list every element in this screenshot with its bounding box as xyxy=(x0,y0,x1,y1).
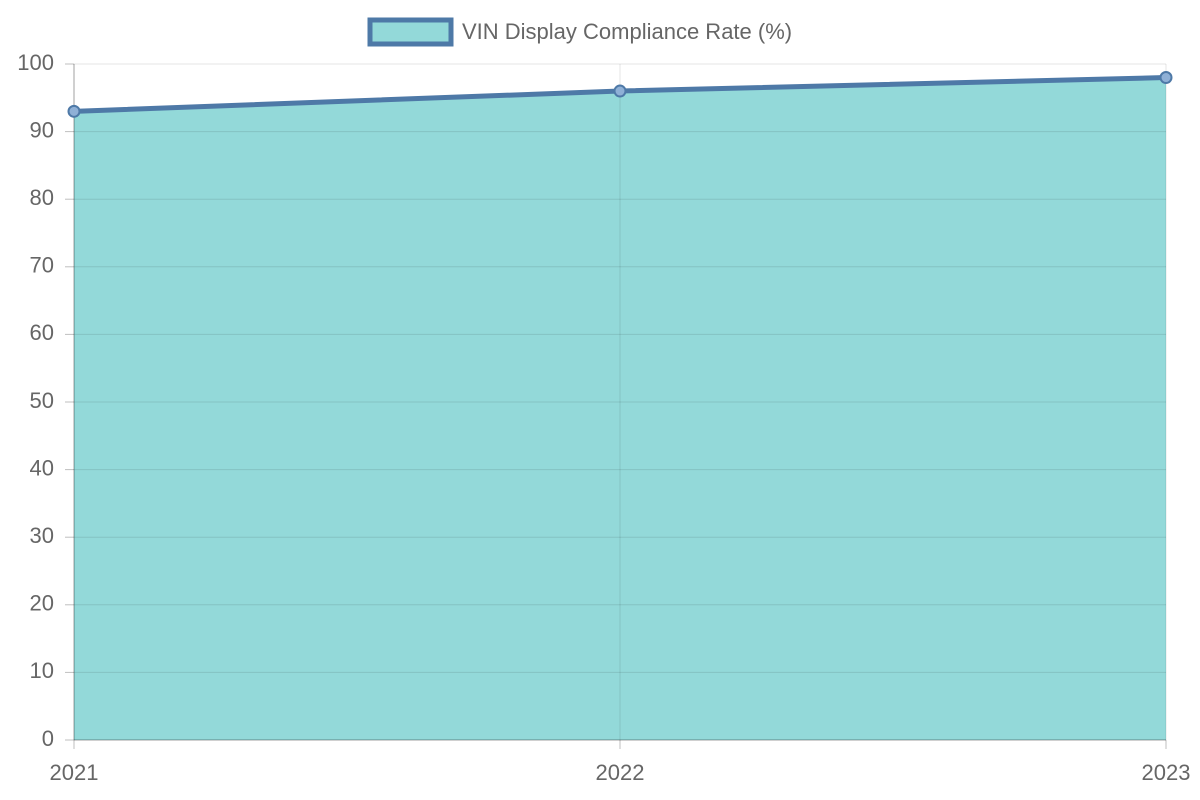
legend-label: VIN Display Compliance Rate (%) xyxy=(462,19,792,44)
point xyxy=(1159,71,1173,85)
y-tick-label: 60 xyxy=(30,320,54,345)
area-fill xyxy=(74,77,1166,740)
point xyxy=(613,84,627,98)
y-tick-label: 10 xyxy=(30,658,54,683)
y-tick-label: 80 xyxy=(30,185,54,210)
x-tick-label: 2021 xyxy=(50,760,99,785)
y-tick-label: 90 xyxy=(30,117,54,142)
legend-swatch xyxy=(367,17,454,47)
y-tick-label: 20 xyxy=(30,591,54,616)
x-tick-label: 2022 xyxy=(596,760,645,785)
y-tick-label: 30 xyxy=(30,523,54,548)
x-tick-label: 2023 xyxy=(1142,760,1191,785)
y-tick-label: 40 xyxy=(30,455,54,480)
y-tick-label: 100 xyxy=(17,50,54,75)
y-tick-label: 0 xyxy=(42,726,54,751)
y-tick-label: 70 xyxy=(30,253,54,278)
y-tick-label: 50 xyxy=(30,388,54,413)
point xyxy=(67,104,81,118)
